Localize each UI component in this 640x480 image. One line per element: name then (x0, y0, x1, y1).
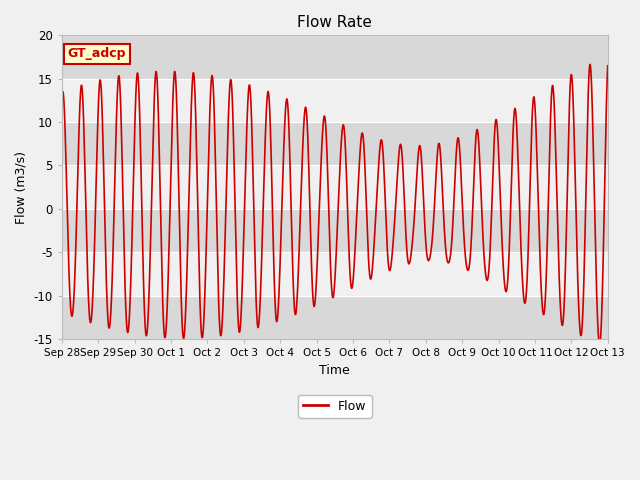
X-axis label: Time: Time (319, 363, 350, 376)
Bar (62, 209, 608, 252)
Legend: Flow: Flow (298, 395, 371, 418)
Bar (62, 79, 608, 122)
Bar (62, 296, 608, 339)
Text: GT_adcp: GT_adcp (67, 48, 126, 60)
Y-axis label: Flow (m3/s): Flow (m3/s) (15, 151, 28, 224)
Bar (62, 166, 608, 209)
Bar (62, 122, 608, 166)
Title: Flow Rate: Flow Rate (298, 15, 372, 30)
Bar (62, 36, 608, 79)
Bar (62, 252, 608, 296)
